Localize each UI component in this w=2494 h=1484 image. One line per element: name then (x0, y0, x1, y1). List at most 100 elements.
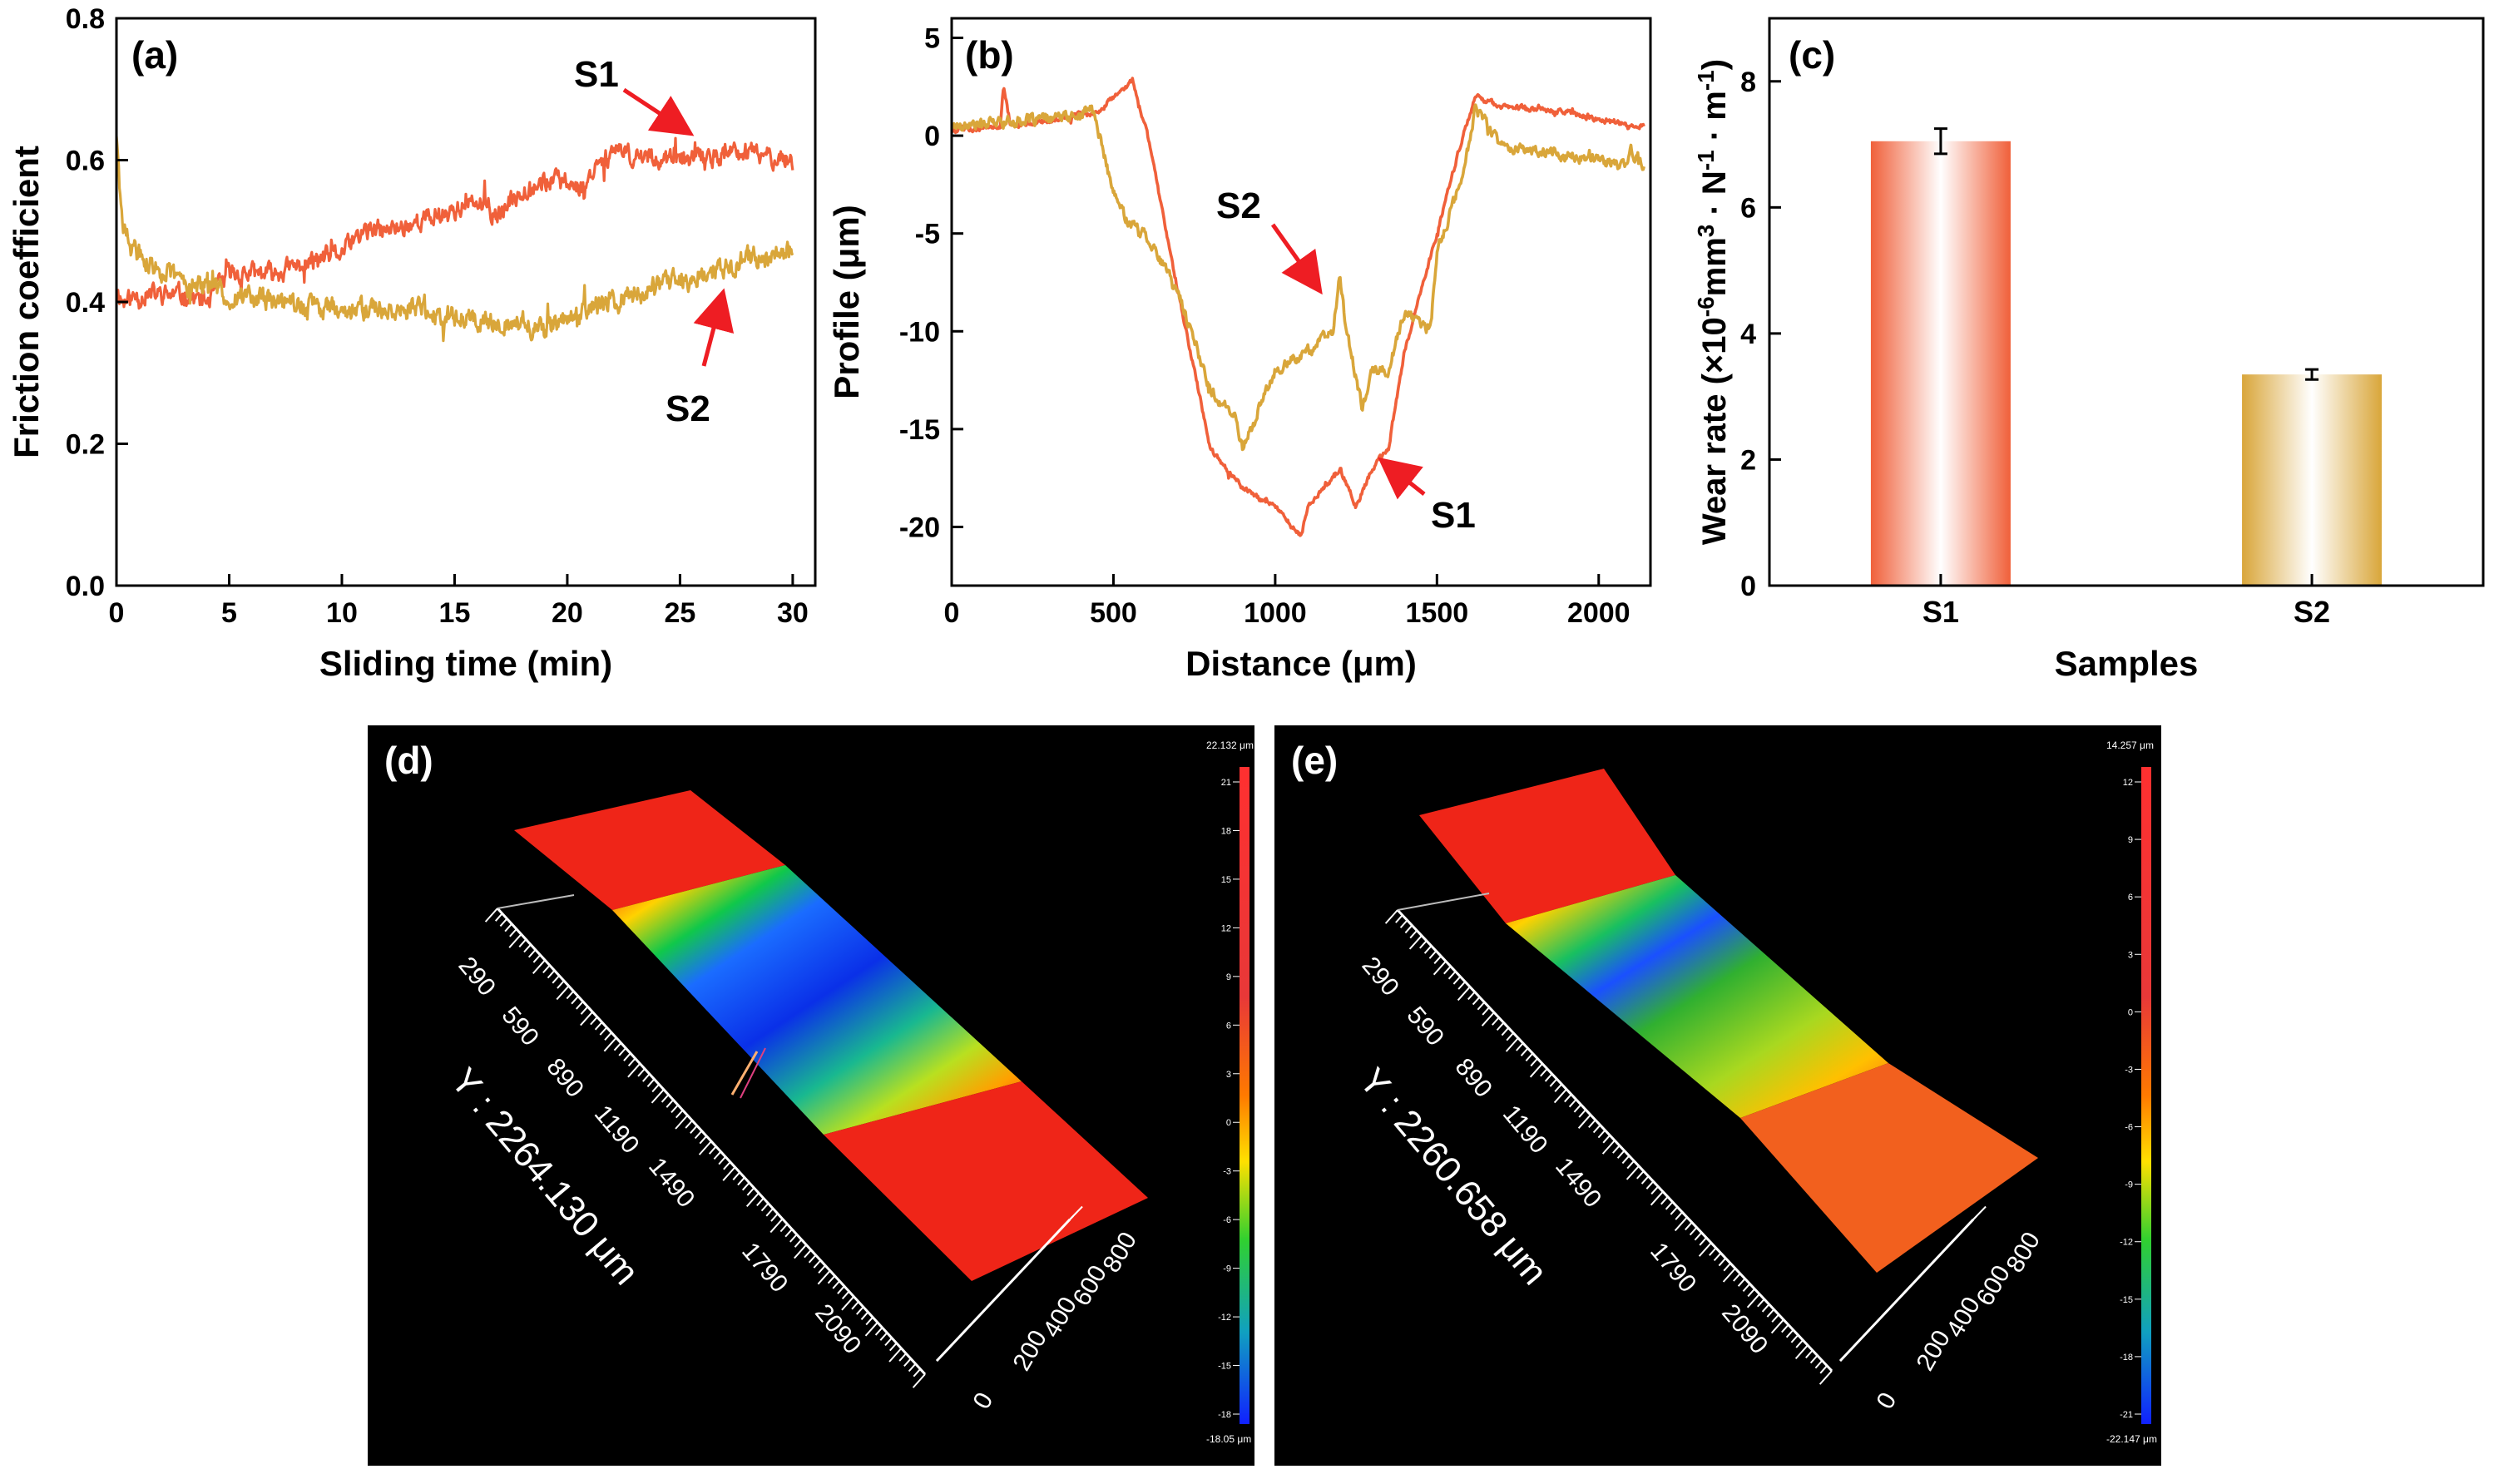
chart-c-y-label: Wear rate (×10-6mm3 · N-1 · m-1) (1693, 59, 1733, 545)
chart-c-y-axis: 0 2 4 6 8 (1740, 67, 1781, 602)
c-y-tick-label: 2 (1740, 444, 1756, 476)
scale-tick-label: 9 (2128, 835, 2133, 845)
scale-tick-label: 12 (1221, 923, 1231, 933)
panel-d-3d-profile: (d) 290 590 890 1190 1490 1790 2090 Y : … (368, 725, 1254, 1466)
chart-c-x-axis: S1 S2 (1922, 574, 2330, 629)
scale-tick-label: -12 (2120, 1238, 2133, 1248)
chart-c-y-label-sup: -1 (1693, 150, 1719, 171)
c-y-tick-label: 6 (1740, 192, 1756, 224)
chart-b-y-label: Profile (μm) (827, 205, 866, 398)
a-x-tick-label: 10 (326, 597, 358, 629)
scale-tick-label: -3 (2125, 1065, 2133, 1075)
chart-c-y-label-sup: -1 (1693, 70, 1719, 91)
b-x-tick-label: 1000 (1244, 597, 1307, 629)
chart-c-y-label-part: Wear rate (×10 (1696, 317, 1733, 545)
a-y-tick-label: 0.6 (66, 146, 105, 177)
chart-a-series-s1 (116, 136, 794, 310)
a-x-tick-label: 30 (777, 597, 809, 629)
chart-b-arrow-s2 (1270, 223, 1323, 295)
scale-tick-label: 0 (2128, 1007, 2133, 1017)
chart-a: 0 5 10 15 20 25 30 0.0 0.2 0.4 0.6 0.8 (a) Sliding… (7, 3, 817, 683)
b-y-tick-label: -15 (899, 414, 940, 446)
panel-e-surface-top (1419, 769, 1675, 923)
chart-a-annotation-s1: S1 (574, 54, 619, 95)
scale-tick-label: 3 (2128, 950, 2133, 960)
a-x-tick-label: 20 (552, 597, 583, 629)
a-y-tick-label: 0.2 (66, 429, 105, 461)
chart-c-y-label-sup: -6 (1693, 296, 1719, 317)
chart-a-y-label: Friction coefficient (7, 146, 46, 458)
scale-tick-label: -6 (1223, 1215, 1231, 1225)
b-x-tick-label: 500 (1090, 597, 1137, 629)
b-y-tick-label: 0 (924, 121, 940, 152)
chart-c-y-label-part: · N (1696, 171, 1733, 224)
chart-c-y-label-sup: 3 (1693, 225, 1719, 238)
panel-e-3d-profile: (e) 290 590 890 1190 1490 1790 2090 Y : … (1274, 725, 2161, 1466)
scale-tick-label: 0 (1226, 1118, 1231, 1128)
scale-tick-label: -18 (1218, 1410, 1231, 1420)
panel-e-scale-ticks: 12 9 6 3 0 -3 -6 -9 -12 -15 -18 -21 (2120, 778, 2141, 1420)
b-y-tick-label: -5 (915, 219, 940, 250)
panel-e-scale-min: -22.147 μm (2106, 1433, 2157, 1445)
chart-a-annotation-s2: S2 (666, 388, 710, 429)
c-x-tick-label: S2 (2294, 595, 2330, 629)
chart-a-plot-frame (115, 17, 817, 587)
chart-b-annotation-s1: S1 (1431, 495, 1476, 536)
c-y-tick-label: 4 (1740, 319, 1756, 350)
chart-a-arrow-s2 (693, 288, 735, 367)
scale-tick-label: 21 (1221, 778, 1231, 788)
panel-d-color-scale (1240, 767, 1249, 1424)
panel-d-scale-ticks: 21 18 15 12 9 6 3 0 -3 -6 -9 -12 -15 -18 (1218, 778, 1240, 1420)
a-x-tick-label: 15 (439, 597, 471, 629)
c-x-tick-label: S1 (1922, 595, 1959, 629)
panel-d-surface-top (514, 790, 785, 910)
chart-b-arrow-s1 (1378, 457, 1426, 500)
chart-a-series-s2 (116, 136, 794, 343)
b-x-tick-label: 2000 (1567, 597, 1631, 629)
panel-d-surface-bottom (824, 1081, 1148, 1281)
scale-tick-label: -12 (1218, 1313, 1231, 1323)
panel-d-spike (730, 1051, 759, 1096)
c-y-tick-label: 0 (1740, 571, 1756, 602)
chart-b-panel-label: (b) (965, 33, 1014, 77)
chart-c-errorbar-s2 (2305, 368, 2319, 381)
chart-c-y-label-part: mm (1696, 237, 1733, 296)
a-y-tick-label: 0.8 (66, 3, 105, 35)
chart-a-x-label: Sliding time (min) (319, 644, 612, 683)
chart-a-arrow-s1 (622, 87, 695, 136)
chart-b-annotation-s2: S2 (1216, 186, 1261, 226)
chart-c-y-label-part: ) (1696, 59, 1733, 70)
scale-tick-label: 15 (1221, 875, 1231, 885)
a-y-tick-label: 0.0 (66, 571, 105, 602)
scale-tick-label: -3 (1223, 1167, 1231, 1177)
chart-b-x-axis: 0 500 1000 1500 2000 (944, 574, 1631, 629)
panel-d-spike (740, 1047, 766, 1099)
chart-c: 0 2 4 6 8 S1 S2 (c) Samples Wear rate (×10-6m… (1693, 17, 2485, 683)
chart-c-errorbar-s1 (1933, 127, 1947, 156)
chart-a-panel-label: (a) (131, 33, 178, 77)
chart-c-panel-label: (c) (1789, 33, 1835, 77)
chart-b-series-s1 (952, 77, 1645, 537)
scale-tick-label: -9 (2125, 1180, 2133, 1190)
b-x-tick-label: 1500 (1406, 597, 1469, 629)
chart-c-x-label: Samples (2055, 644, 2199, 683)
panel-e-wear-track (1506, 875, 1888, 1118)
b-y-tick-label: 5 (924, 23, 940, 55)
a-y-tick-label: 0.4 (66, 287, 105, 319)
panel-e-color-scale (2141, 767, 2151, 1424)
scale-tick-label: -18 (2120, 1353, 2133, 1363)
scale-tick-label: 6 (2128, 893, 2133, 903)
chart-b: 0 500 1000 1500 2000 5 0 -5 -10 -15 -20 (b) Dista… (827, 17, 1652, 683)
panel-e-scale-max: 14.257 μm (2106, 740, 2154, 751)
b-y-tick-label: -20 (899, 512, 940, 543)
panel-e-x-ruler (1839, 1205, 1987, 1362)
scale-tick-label: -15 (1218, 1362, 1231, 1372)
a-x-tick-label: 0 (109, 597, 125, 629)
b-x-tick-label: 0 (944, 597, 960, 629)
a-x-tick-label: 25 (665, 597, 696, 629)
scale-tick-label: 3 (1226, 1070, 1231, 1080)
panel-d-x-ruler (936, 1205, 1083, 1362)
panel-d-scale-min: -18.05 μm (1206, 1433, 1251, 1445)
panel-e-surface-bottom (1740, 1063, 2038, 1273)
